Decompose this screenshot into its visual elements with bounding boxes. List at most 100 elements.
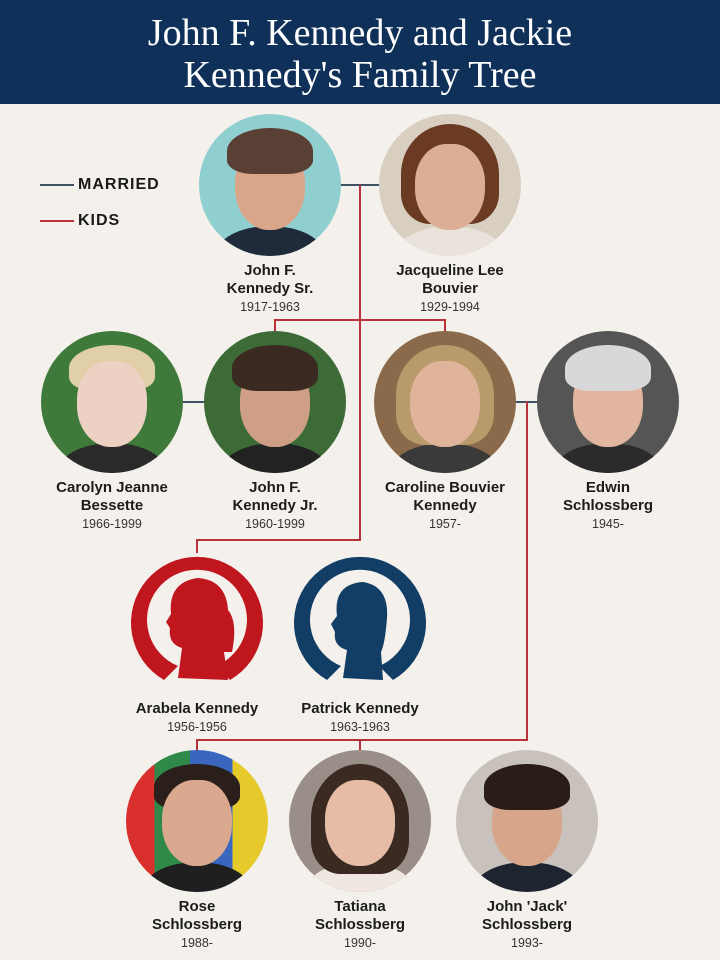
person-name: Arabela Kennedy [135, 700, 259, 717]
portrait-photo [537, 331, 679, 473]
person-name-line: Kennedy Sr. [226, 280, 314, 297]
person-dates: 1988- [181, 936, 213, 950]
person-name-line: Bessette [80, 497, 144, 514]
person-caroline-kennedy: Caroline Bouvier Kennedy 1957- [360, 331, 530, 531]
kids-connector-schlossberg [526, 401, 528, 741]
portrait-photo [456, 750, 598, 892]
person-name: John 'Jack' Schlossberg [442, 898, 612, 934]
person-name-line: Schlossberg [314, 916, 406, 933]
person-name: Rose Schlossberg [112, 898, 282, 934]
person-rose-schlossberg: Rose Schlossberg 1988- [112, 750, 282, 950]
person-name: Patrick Kennedy [301, 700, 419, 717]
title-line-2: Kennedy's Family Tree [183, 54, 537, 96]
person-dates: 1917-1963 [240, 300, 300, 314]
person-patrick-kennedy: Patrick Kennedy 1963-1963 [275, 548, 445, 734]
person-name-line: Edwin [585, 479, 631, 496]
person-tatiana-schlossberg: Tatiana Schlossberg 1990- [275, 750, 445, 950]
person-carolyn-bessette: Carolyn Jeanne Bessette 1966-1999 [27, 331, 197, 531]
legend-kids-label: KIDS [78, 212, 121, 229]
portrait-shape [553, 443, 663, 473]
person-name-line: Caroline Bouvier [384, 479, 506, 496]
person-jfk-sr: John F. Kennedy Sr. 1917-1963 [185, 114, 355, 314]
person-name: John F. Kennedy Jr. [190, 479, 360, 515]
portrait-photo [379, 114, 521, 256]
kids-connector-row4 [196, 739, 528, 741]
portrait-photo [289, 750, 431, 892]
portrait-shape [325, 780, 395, 866]
portrait-shape [215, 226, 325, 256]
kids-line-swatch [40, 220, 74, 222]
married-connector-jfk-jackie [340, 184, 382, 186]
portrait-shape [390, 443, 500, 473]
person-name-line: Carolyn Jeanne [56, 479, 168, 496]
person-name-line: John 'Jack' [486, 898, 568, 915]
person-jfk-jr: John F. Kennedy Jr. 1960-1999 [190, 331, 360, 531]
male-silhouette-icon [294, 556, 426, 680]
person-dates: 1960-1999 [245, 517, 305, 531]
kids-connector-arabela [196, 539, 198, 553]
portrait-shape [227, 128, 313, 174]
person-dates: 1945- [592, 517, 624, 531]
kids-connector-caroline [444, 319, 446, 333]
person-dates: 1957- [429, 517, 461, 531]
person-dates: 1963-1963 [330, 720, 390, 734]
kids-connector-row2 [274, 319, 446, 321]
person-name-line: Bouvier [422, 280, 478, 297]
person-arabela-kennedy: Arabela Kennedy 1956-1956 [112, 548, 282, 734]
person-jacqueline-bouvier: Jacqueline Lee Bouvier 1929-1994 [365, 114, 535, 314]
kids-connector-rose [196, 739, 198, 753]
portrait-shape [162, 780, 232, 866]
person-dates: 1966-1999 [82, 517, 142, 531]
person-name-line: Kennedy Jr. [232, 497, 318, 514]
person-name-line: Schlossberg [151, 916, 243, 933]
person-name-line: Jacqueline Lee [396, 262, 504, 279]
portrait-shape [142, 862, 252, 892]
person-name: John F. Kennedy Sr. [185, 262, 355, 298]
portrait-shape [395, 226, 505, 256]
portrait-shape [484, 764, 570, 810]
legend-married: MARRIED [40, 176, 160, 194]
portrait-photo [204, 331, 346, 473]
portrait-photo [126, 750, 268, 892]
person-name-line: John F. [244, 262, 296, 279]
portrait-shape [57, 443, 167, 473]
kids-connector-row3 [196, 539, 361, 541]
person-name: Tatiana Schlossberg [275, 898, 445, 934]
person-name-line: John F. [249, 479, 301, 496]
kids-connector-jfkjr [274, 319, 276, 333]
person-name-line: Tatiana [334, 898, 386, 915]
portrait-photo [374, 331, 516, 473]
title-line-1: John F. Kennedy and Jackie [147, 12, 573, 54]
portrait-shape [565, 345, 651, 391]
person-edwin-schlossberg: Edwin Schlossberg 1945- [523, 331, 693, 531]
portrait-shape [410, 361, 480, 447]
person-name: Carolyn Jeanne Bessette [27, 479, 197, 515]
legend-married-label: MARRIED [78, 176, 160, 193]
person-name-line: Kennedy [413, 497, 477, 514]
portrait-shape [472, 862, 582, 892]
person-dates: 1956-1956 [167, 720, 227, 734]
title-banner: John F. Kennedy and Jackie Kennedy's Fam… [0, 0, 720, 104]
person-dates: 1993- [511, 936, 543, 950]
kids-connector-tatiana [359, 739, 361, 753]
portrait-shape [77, 361, 147, 447]
married-connector-jr-bessette [182, 401, 206, 403]
person-name: Jacqueline Lee Bouvier [365, 262, 535, 298]
portrait-shape [232, 345, 318, 391]
person-name: Edwin Schlossberg [523, 479, 693, 515]
kids-connector-main [359, 185, 361, 541]
legend-kids: KIDS [40, 212, 120, 230]
female-silhouette-icon [131, 556, 263, 680]
portrait-photo [41, 331, 183, 473]
portrait-shape [220, 443, 330, 473]
person-name-line: Schlossberg [481, 916, 573, 933]
person-jack-schlossberg: John 'Jack' Schlossberg 1993- [442, 750, 612, 950]
married-line-swatch [40, 184, 74, 186]
portrait-photo [199, 114, 341, 256]
portrait-shape [415, 144, 485, 230]
person-dates: 1990- [344, 936, 376, 950]
person-dates: 1929-1994 [420, 300, 480, 314]
person-name-line: Rose [178, 898, 216, 915]
person-name-line: Schlossberg [562, 497, 654, 514]
person-name: Caroline Bouvier Kennedy [360, 479, 530, 515]
